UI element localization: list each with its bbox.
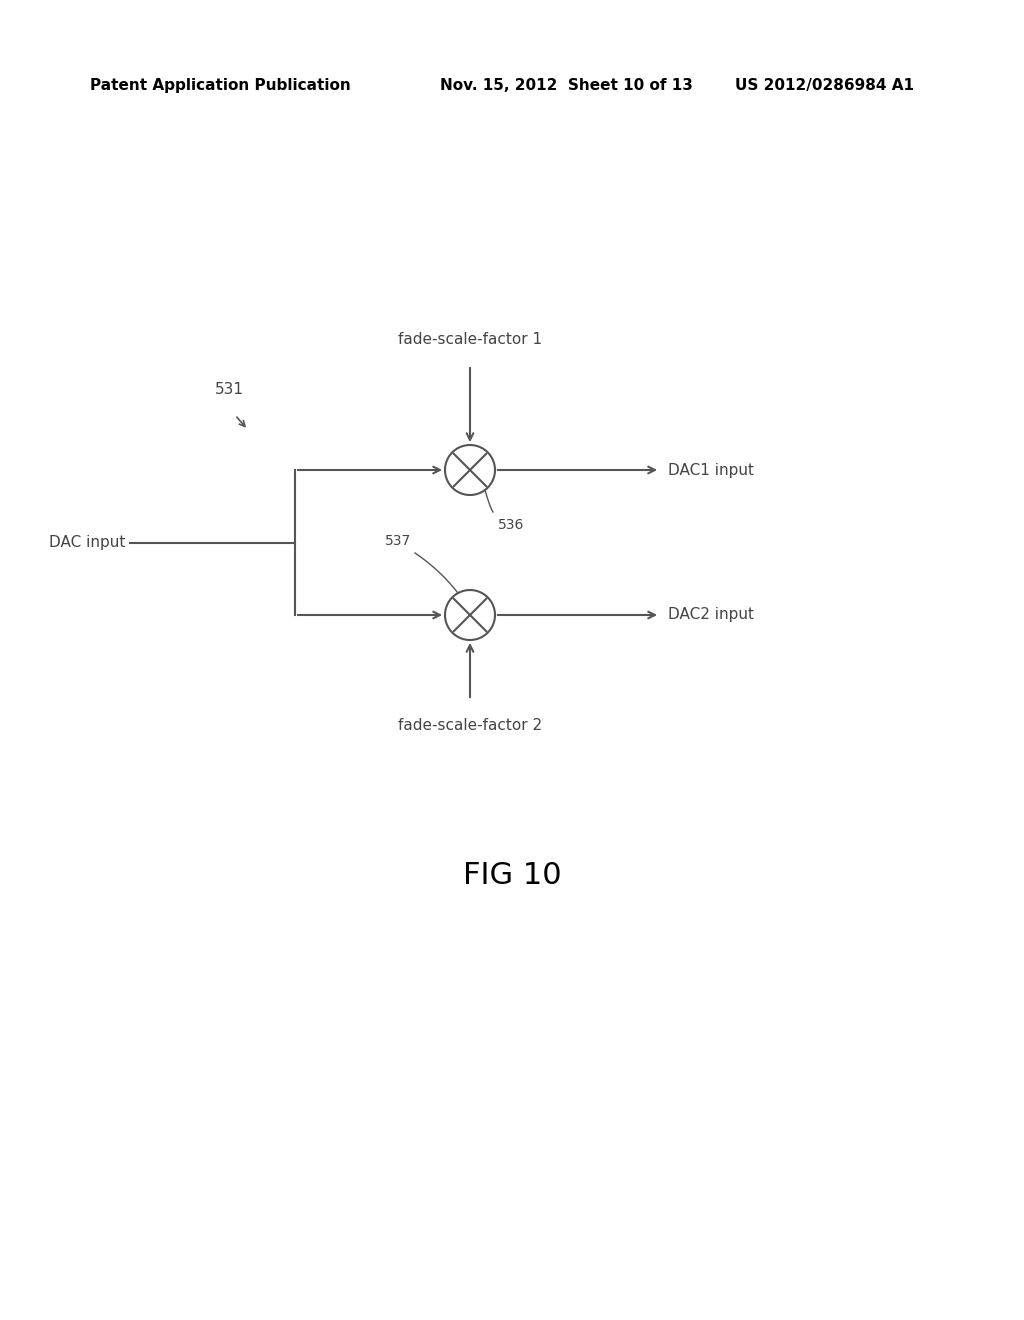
Text: 531: 531 [215,383,244,397]
Text: Nov. 15, 2012  Sheet 10 of 13: Nov. 15, 2012 Sheet 10 of 13 [440,78,693,92]
Text: 537: 537 [385,535,412,548]
Text: 536: 536 [498,517,524,532]
Text: US 2012/0286984 A1: US 2012/0286984 A1 [735,78,914,92]
Text: fade-scale-factor 2: fade-scale-factor 2 [398,718,542,733]
Text: Patent Application Publication: Patent Application Publication [90,78,351,92]
Text: DAC1 input: DAC1 input [668,462,754,478]
Text: FIG 10: FIG 10 [463,861,561,890]
Text: DAC input: DAC input [48,535,125,550]
Text: fade-scale-factor 1: fade-scale-factor 1 [398,333,542,347]
Text: DAC2 input: DAC2 input [668,607,754,623]
